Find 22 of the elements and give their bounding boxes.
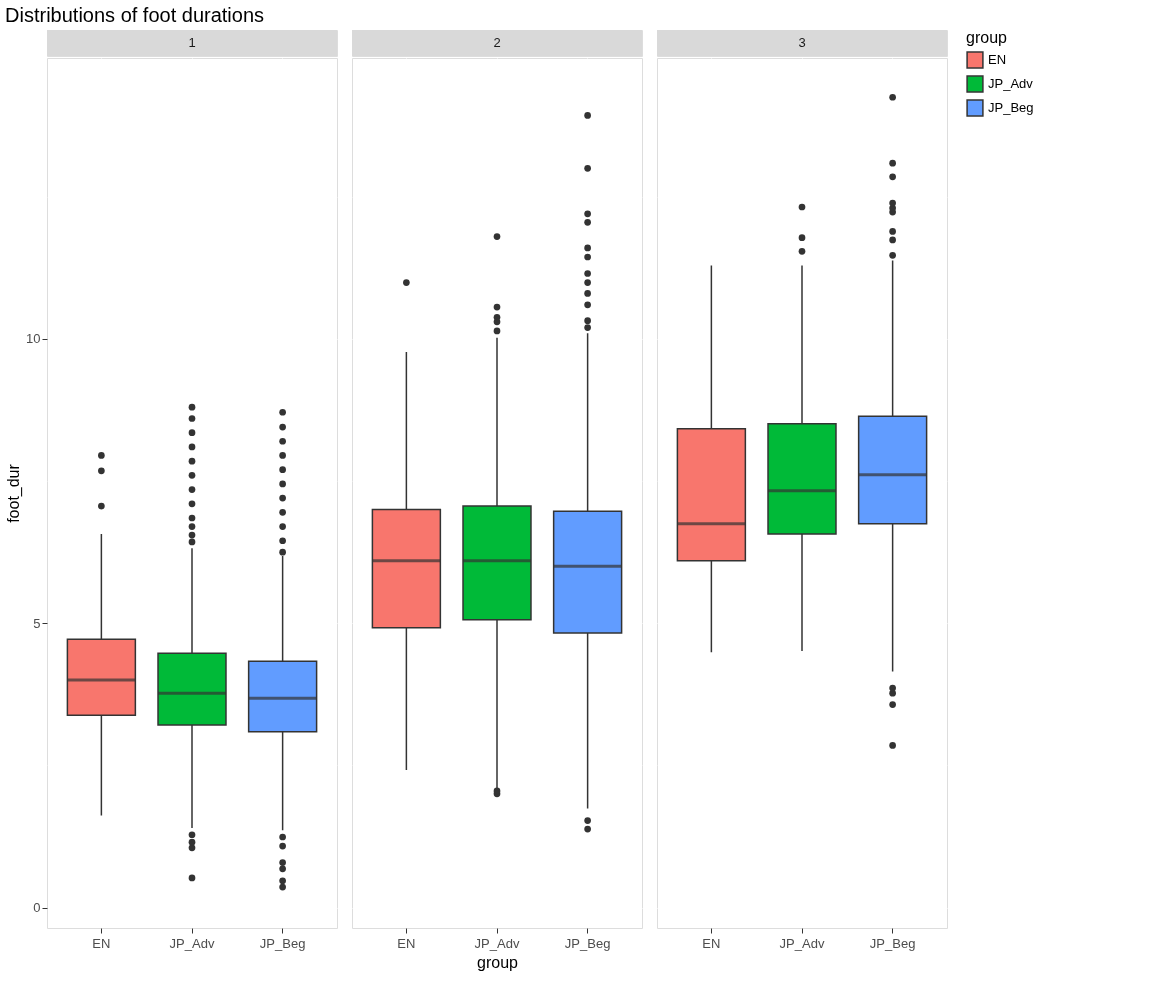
x-tick-label: JP_Adv	[779, 935, 825, 951]
chart-subtitle: 2	[493, 35, 501, 50]
chart-title: Distributions of foot durations	[5, 3, 265, 26]
x-axis-title: group	[477, 953, 519, 971]
x-tick-label: EN	[702, 935, 721, 951]
x-tick-label: JP_Adv	[474, 935, 520, 951]
y-axis-title: foot_dur	[5, 463, 24, 523]
chart-subtitle: 3	[798, 35, 806, 50]
x-tick-label: JP_Beg	[259, 935, 306, 951]
x-tick-label: JP_Beg	[869, 935, 916, 951]
legend-label: EN	[988, 52, 1007, 67]
x-tick-label: JP_Adv	[169, 935, 215, 951]
chart-subtitle: 1	[188, 35, 196, 50]
y-tick-label: 0	[33, 900, 41, 916]
x-tick-label: EN	[92, 935, 111, 951]
y-tick-label: 10	[26, 331, 41, 347]
legend-title: group	[966, 29, 1008, 46]
legend-label: JP_Beg	[988, 100, 1034, 115]
x-tick-label: JP_Beg	[564, 935, 611, 951]
y-tick-label: 5	[33, 615, 41, 631]
legend-label: JP_Adv	[988, 76, 1034, 91]
x-tick-label: EN	[397, 935, 416, 951]
